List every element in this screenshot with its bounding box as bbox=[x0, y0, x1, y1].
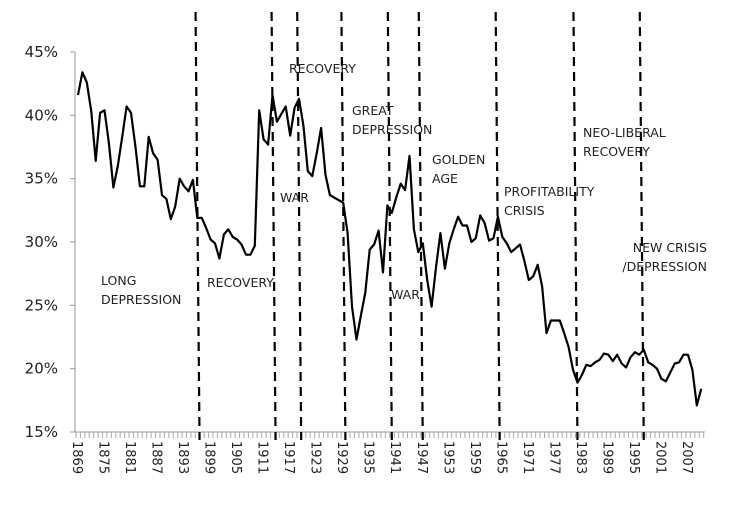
x-tick-label: 1977 bbox=[546, 441, 561, 474]
period-annotation: RECOVERY bbox=[207, 275, 274, 290]
period-annotation: PROFITABILITY CRISIS bbox=[504, 184, 595, 218]
x-tick-label: 1953 bbox=[440, 441, 455, 474]
x-tick-label: 1983 bbox=[573, 441, 588, 474]
x-tick-label: 2001 bbox=[652, 441, 667, 474]
x-tick-label: 1995 bbox=[626, 441, 641, 474]
period-divider-line bbox=[194, 11, 201, 441]
x-tick-label: 1965 bbox=[493, 441, 508, 474]
series-layer bbox=[76, 71, 703, 407]
profit-rate-line bbox=[76, 71, 703, 407]
period-divider-line bbox=[270, 11, 277, 441]
x-tick-label: 1971 bbox=[520, 441, 535, 474]
period-annotation: GOLDEN AGE bbox=[432, 152, 485, 186]
x-tick-label: 1989 bbox=[599, 441, 614, 474]
annotation-line: LONG bbox=[101, 273, 136, 288]
annotation-line: RECOVERY bbox=[289, 61, 356, 76]
period-divider-line bbox=[494, 11, 501, 441]
x-tick-label: 1929 bbox=[334, 441, 349, 474]
annotation-line: RECOVERY bbox=[207, 275, 274, 290]
annotation-line: RECOVERY bbox=[583, 144, 650, 159]
annotation-line: PROFITABILITY bbox=[504, 184, 595, 199]
period-divider-line bbox=[340, 11, 347, 441]
period-divider-line bbox=[572, 11, 579, 441]
annotation-line: NEW CRISIS bbox=[633, 240, 707, 255]
period-annotation: NEO-LIBERAL RECOVERY bbox=[583, 125, 666, 159]
x-tick-label: 1869 bbox=[69, 441, 84, 474]
annotation-line: GOLDEN bbox=[432, 152, 485, 167]
annotation-line: DEPRESSION bbox=[352, 122, 432, 137]
x-tick-label: 1923 bbox=[308, 441, 323, 474]
y-tick-label: 25% bbox=[25, 296, 58, 314]
annotation-line: AGE bbox=[432, 171, 458, 186]
annotations: LONG DEPRESSION RECOVERY WAR RECOVERY GREAT DE… bbox=[101, 61, 707, 307]
y-tick-label: 30% bbox=[25, 233, 58, 251]
period-annotation: RECOVERY bbox=[289, 61, 356, 76]
period-annotation: LONG DEPRESSION bbox=[101, 273, 181, 307]
y-tick-label: 40% bbox=[25, 106, 58, 124]
x-tick-label: 1917 bbox=[281, 441, 296, 474]
x-tick-label: 1893 bbox=[175, 441, 190, 474]
period-dividers bbox=[194, 11, 645, 441]
annotation-line: GREAT bbox=[352, 103, 394, 118]
period-divider-line bbox=[417, 11, 424, 441]
period-divider-line bbox=[296, 11, 303, 441]
x-tick-label: 1935 bbox=[361, 441, 376, 474]
x-tick-label: 1905 bbox=[228, 441, 243, 474]
annotation-line: DEPRESSION bbox=[101, 292, 181, 307]
period-annotation: WAR bbox=[280, 190, 309, 205]
annotation-line: WAR bbox=[280, 190, 309, 205]
x-tick-label: 1941 bbox=[387, 441, 402, 474]
x-tick-label: 1881 bbox=[122, 441, 137, 474]
y-axis: 15% 20% 25% 30% 35% 40% 45% bbox=[25, 43, 76, 441]
x-tick-label: 2007 bbox=[679, 441, 694, 474]
period-divider-line bbox=[638, 11, 645, 441]
x-tick-label: 1947 bbox=[414, 441, 429, 474]
x-tick-label: 1887 bbox=[149, 441, 164, 474]
annotation-line: CRISIS bbox=[504, 203, 545, 218]
y-tick-label: 15% bbox=[25, 423, 58, 441]
x-axis: 1869 1875 1881 1887 1893 1899 1905 1911 1917 1923… bbox=[69, 431, 705, 474]
annotation-line: NEO-LIBERAL bbox=[583, 125, 666, 140]
y-tick-label: 45% bbox=[25, 43, 58, 61]
x-tick-label: 1899 bbox=[202, 441, 217, 474]
x-tick-label: 1959 bbox=[467, 441, 482, 474]
x-tick-label: 1875 bbox=[96, 441, 111, 474]
period-annotation: NEW CRISIS/DEPRESSION bbox=[622, 240, 707, 274]
y-tick-label: 35% bbox=[25, 170, 58, 188]
period-annotation: WAR bbox=[391, 287, 420, 302]
x-tick-label: 1911 bbox=[255, 441, 270, 474]
period-divider-line bbox=[386, 11, 393, 441]
period-annotation: GREAT DEPRESSION bbox=[352, 103, 432, 137]
y-tick-label: 20% bbox=[25, 360, 58, 378]
annotation-line: /DEPRESSION bbox=[622, 259, 707, 274]
annotation-line: WAR bbox=[391, 287, 420, 302]
